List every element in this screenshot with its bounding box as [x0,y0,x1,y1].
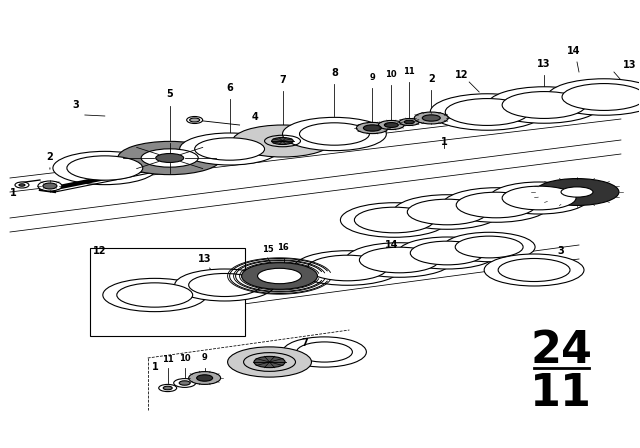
Text: 14: 14 [385,240,398,250]
Text: 11: 11 [162,355,173,364]
Ellipse shape [307,255,387,281]
Text: 13: 13 [623,60,636,70]
Ellipse shape [118,142,221,175]
Ellipse shape [232,125,332,157]
Text: 1: 1 [152,362,159,372]
Ellipse shape [300,123,369,145]
Text: 3: 3 [557,246,564,256]
Ellipse shape [489,182,589,214]
Text: 3: 3 [72,100,79,110]
Ellipse shape [562,84,640,111]
Text: 10: 10 [385,70,397,79]
Ellipse shape [159,384,177,392]
Ellipse shape [228,347,312,377]
Ellipse shape [547,79,640,115]
Ellipse shape [187,116,203,124]
Ellipse shape [407,199,487,225]
Ellipse shape [103,278,207,312]
Ellipse shape [19,184,25,186]
Text: 7: 7 [301,338,308,348]
Ellipse shape [163,386,172,390]
Ellipse shape [282,117,387,151]
Text: 13: 13 [198,254,211,264]
Text: 11: 11 [530,371,592,414]
Ellipse shape [455,236,523,258]
Ellipse shape [189,273,260,297]
Ellipse shape [397,237,497,269]
Text: 16: 16 [276,243,289,252]
Ellipse shape [430,94,544,130]
Ellipse shape [257,268,301,284]
Text: 13: 13 [538,59,551,69]
Ellipse shape [410,241,484,265]
Ellipse shape [294,251,401,285]
Ellipse shape [282,337,366,367]
Text: 5: 5 [166,89,173,99]
Text: 15: 15 [262,245,273,254]
Ellipse shape [364,125,381,131]
Text: 6: 6 [226,83,233,93]
Ellipse shape [502,186,576,210]
Text: 2: 2 [428,74,435,84]
Text: 1: 1 [10,188,17,198]
Ellipse shape [484,254,584,286]
Ellipse shape [561,187,593,197]
Ellipse shape [422,115,440,121]
Ellipse shape [189,371,221,384]
Ellipse shape [498,258,570,281]
Text: 11: 11 [403,67,415,76]
Ellipse shape [180,133,280,165]
Ellipse shape [141,149,198,167]
Ellipse shape [356,122,388,134]
Text: 8: 8 [331,68,338,78]
Ellipse shape [378,121,404,129]
Ellipse shape [196,375,212,381]
Ellipse shape [456,192,536,218]
Text: 1: 1 [441,137,447,147]
Ellipse shape [394,195,501,229]
Ellipse shape [179,381,190,385]
Ellipse shape [385,123,398,127]
Ellipse shape [502,91,586,118]
Bar [90,248,244,336]
Text: 2: 2 [47,152,53,162]
Ellipse shape [272,138,293,144]
Ellipse shape [346,243,453,277]
Ellipse shape [15,182,29,188]
Text: 4: 4 [252,112,259,122]
Ellipse shape [254,357,285,368]
Text: 10: 10 [179,354,191,363]
Ellipse shape [296,342,353,362]
Ellipse shape [399,119,419,125]
Ellipse shape [175,269,275,301]
Text: 12: 12 [454,70,468,80]
Ellipse shape [116,283,193,307]
Ellipse shape [43,183,57,189]
Text: 24: 24 [530,328,592,371]
Ellipse shape [414,112,448,124]
Ellipse shape [487,87,601,123]
Text: 12: 12 [93,246,106,256]
Ellipse shape [241,263,317,289]
Ellipse shape [340,202,448,237]
Text: 9: 9 [202,353,207,362]
Ellipse shape [445,99,529,125]
Ellipse shape [173,379,196,388]
Text: 9: 9 [369,73,375,82]
Text: 7: 7 [279,75,286,85]
Ellipse shape [535,179,619,206]
Ellipse shape [404,120,414,124]
Ellipse shape [67,156,143,180]
Ellipse shape [442,188,550,222]
Ellipse shape [38,181,62,191]
Ellipse shape [195,138,264,160]
Ellipse shape [53,151,157,185]
Ellipse shape [355,207,435,233]
Ellipse shape [360,247,439,273]
Text: 14: 14 [567,46,580,56]
Ellipse shape [156,154,184,163]
Ellipse shape [444,232,535,262]
Ellipse shape [189,118,200,122]
